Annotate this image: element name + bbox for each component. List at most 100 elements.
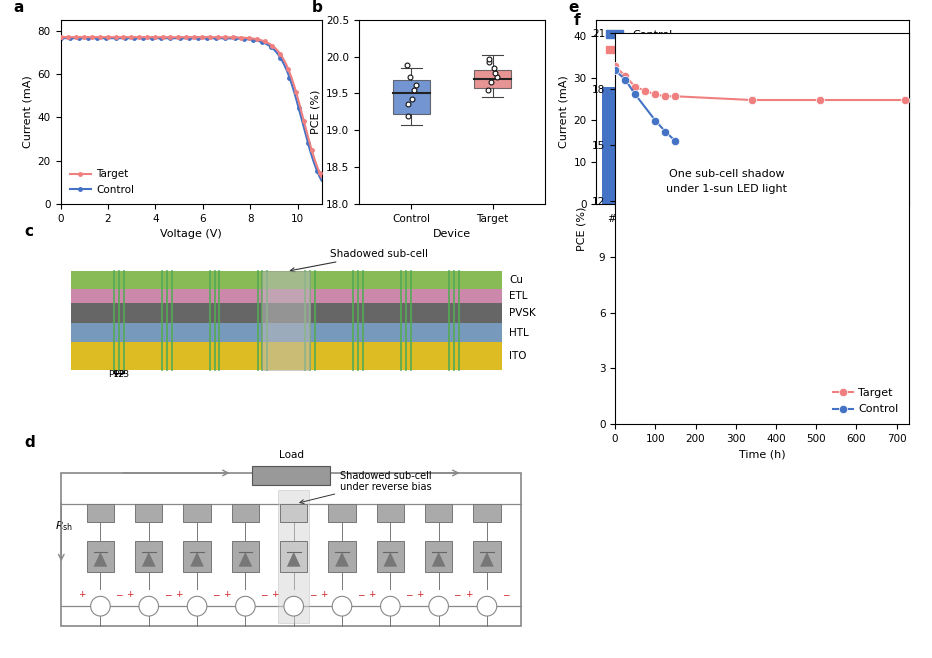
Circle shape [284,596,304,616]
Text: −: − [260,590,267,599]
Bar [877,87,890,204]
Bar [280,503,308,522]
Polygon shape [383,552,397,567]
Text: +: + [271,590,279,599]
Legend: Target, Control: Target, Control [66,165,138,199]
Bar [787,201,800,204]
Bar [637,78,650,204]
Bar [602,87,615,204]
Bar [843,34,856,204]
Bar [671,78,684,204]
Text: d: d [24,435,35,450]
Text: b: b [312,1,323,15]
Circle shape [139,596,158,616]
Bar [87,503,114,522]
Text: HTL: HTL [509,328,528,338]
Bar [328,541,356,572]
Text: a: a [14,1,24,15]
Target [158,33,170,41]
Bar [474,70,511,88]
Control [55,34,66,42]
Y-axis label: PCE (%): PCE (%) [577,207,586,251]
Bar [71,322,501,342]
Text: −: − [501,590,509,599]
Text: P2: P2 [114,370,124,379]
Target [316,173,327,181]
Bar [184,541,211,572]
Line: Target: Target [611,63,909,104]
Target [670,92,681,100]
Bar [377,541,404,572]
Control [660,128,671,136]
Text: −: − [357,590,364,599]
Circle shape [236,596,255,616]
Bar [71,271,501,290]
X-axis label: Voltage (V): Voltage (V) [160,229,222,240]
Bar [87,541,114,572]
Legend: Target, Control: Target, Control [829,384,903,419]
Target [639,87,651,95]
Polygon shape [190,552,204,567]
Bar [135,541,162,572]
Bar [719,201,732,204]
Circle shape [429,596,448,616]
Control [158,34,170,42]
Legend: Control, Target: Control, Target [602,25,677,60]
Text: +: + [127,590,134,599]
Target [140,33,151,41]
Text: +: + [465,590,473,599]
Y-axis label: PCE (%): PCE (%) [310,89,321,134]
Polygon shape [480,552,494,567]
Text: +: + [417,590,424,599]
Text: −: − [212,590,219,599]
Y-axis label: Current (mA): Current (mA) [558,76,569,148]
Bar [135,503,162,522]
Circle shape [187,596,207,616]
Target [55,33,66,41]
Bar [393,80,430,114]
Text: −: − [164,590,171,599]
Target [243,34,254,42]
Text: e: e [569,1,579,15]
Text: −: − [454,590,461,599]
X-axis label: Time (h): Time (h) [738,449,786,460]
Circle shape [90,596,110,616]
Line: Control: Control [59,36,323,182]
Circle shape [477,596,497,616]
Bar [615,201,628,204]
Control [140,34,151,42]
Target [630,83,641,91]
Bar [740,99,752,204]
Control [670,137,681,145]
Bar [263,271,310,370]
Line: Control: Control [611,66,679,145]
Control [219,34,230,42]
Control [610,66,621,74]
Text: Shadowed sub-cell
under reverse bias: Shadowed sub-cell under reverse bias [300,470,432,503]
Control [245,36,256,43]
Bar [71,290,501,303]
Bar [278,490,309,624]
Text: +: + [368,590,376,599]
Bar [856,201,869,204]
Target [87,33,98,41]
Polygon shape [142,552,156,567]
Control [650,116,661,124]
Bar [774,95,787,204]
Text: c: c [24,224,34,239]
Polygon shape [432,552,445,567]
Bar [808,70,821,204]
Text: PVSK: PVSK [509,308,536,318]
Text: f: f [574,13,581,28]
Control [630,90,641,98]
Bar [377,503,404,522]
Target [219,34,230,41]
Control [620,76,631,84]
Text: Load: Load [279,450,304,460]
Y-axis label: Current (mA): Current (mA) [22,76,33,148]
X-axis label: Different sub-cells: Different sub-cells [702,229,803,240]
Control [316,176,327,184]
Text: P1: P1 [108,370,119,379]
Bar [752,201,765,204]
Bar [232,541,259,572]
